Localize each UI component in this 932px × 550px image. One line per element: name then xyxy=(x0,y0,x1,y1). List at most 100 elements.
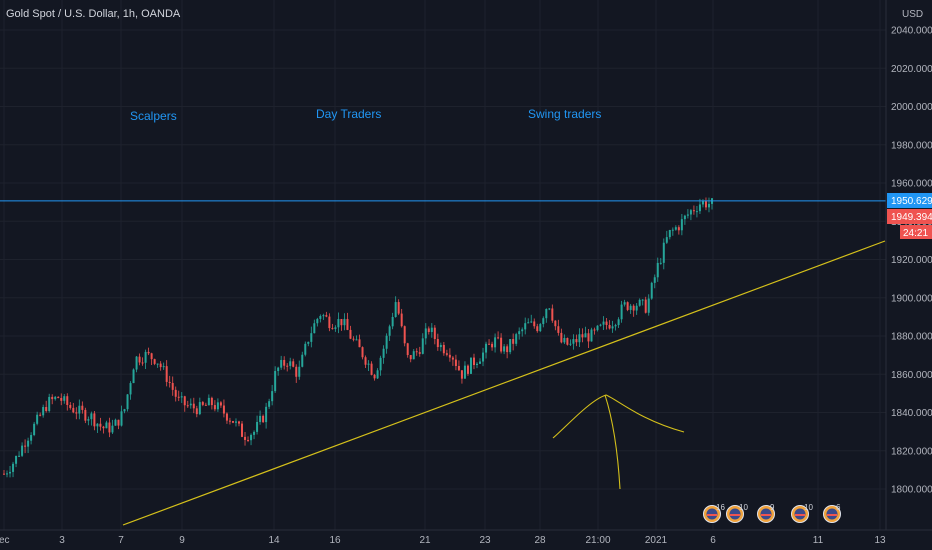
candle-body xyxy=(617,319,620,326)
time-tick-label: 21 xyxy=(419,535,431,546)
candle-body xyxy=(87,419,90,421)
candle-body xyxy=(400,313,403,327)
candle-body xyxy=(454,359,457,367)
flag-stripe-icon xyxy=(730,514,740,516)
chart-title: Gold Spot / U.S. Dollar, 1h, OANDA xyxy=(6,8,181,20)
candle-body xyxy=(412,351,415,360)
candle-body xyxy=(262,415,265,423)
candle-body xyxy=(126,394,129,410)
candle-body xyxy=(234,421,237,423)
candle-body xyxy=(286,365,289,367)
candle-body xyxy=(247,439,250,441)
candle-body xyxy=(15,455,18,464)
candle-body xyxy=(602,321,605,325)
countdown-label: 24:21 xyxy=(903,228,928,239)
ascending-trendline[interactable] xyxy=(122,240,886,526)
candle-body xyxy=(460,370,463,379)
time-axis[interactable]: ec 3 7 9 14 16 21 23 28 21:00 2021 6 11 13 xyxy=(0,535,886,546)
candle-body xyxy=(66,396,69,405)
time-tick-label: 23 xyxy=(479,535,491,546)
candle-body xyxy=(427,328,430,332)
candle-body xyxy=(99,423,102,427)
candle-body xyxy=(665,237,668,243)
annotation-scalpers: Scalpers xyxy=(130,109,177,123)
candle-body xyxy=(63,396,66,401)
candle-body xyxy=(698,204,701,212)
price-tick-label: 1960.000 xyxy=(891,179,932,190)
event-count-label: 10 xyxy=(739,503,748,512)
candle-body xyxy=(174,389,177,397)
event-count-label: 6 xyxy=(836,503,841,512)
candle-body xyxy=(472,357,475,366)
last-price-label: 1949.394 xyxy=(891,212,932,223)
candle-body xyxy=(376,370,379,379)
candle-body xyxy=(307,341,310,344)
candle-body xyxy=(313,323,316,334)
candle-body xyxy=(183,396,186,406)
flag-stripe-icon xyxy=(827,514,837,516)
price-tick-label: 1800.000 xyxy=(891,485,932,496)
candle-body xyxy=(424,328,427,339)
candle-body xyxy=(653,277,656,283)
candle-body xyxy=(656,262,659,278)
candle-body xyxy=(536,326,539,332)
time-tick-label: 11 xyxy=(813,535,824,546)
candle-body xyxy=(542,318,545,325)
candle-body xyxy=(108,422,111,433)
candle-body xyxy=(280,359,283,368)
flag-stripe-icon xyxy=(707,514,717,516)
candle-body xyxy=(241,423,244,437)
candle-body xyxy=(611,326,614,329)
candle-body xyxy=(192,403,195,409)
time-tick-label: 14 xyxy=(268,535,280,546)
candle-body xyxy=(469,357,472,374)
candle-body xyxy=(373,374,376,379)
candle-body xyxy=(409,355,412,360)
price-tick-label: 1920.000 xyxy=(891,255,932,266)
candle-body xyxy=(54,396,57,400)
candle-body xyxy=(322,315,325,317)
candle-body xyxy=(578,334,581,343)
candle-body xyxy=(644,299,647,313)
candle-body xyxy=(21,445,24,456)
candle-body xyxy=(69,404,72,408)
candle-body xyxy=(524,323,527,330)
candlestick-series xyxy=(3,197,713,478)
candle-body xyxy=(159,363,162,368)
price-tick-label: 2020.000 xyxy=(891,64,932,75)
candle-body xyxy=(57,396,60,398)
candle-body xyxy=(551,308,554,321)
candle-body xyxy=(265,406,268,423)
candle-body xyxy=(42,407,45,416)
candle-body xyxy=(358,339,361,348)
candle-body xyxy=(491,343,494,348)
candle-body xyxy=(442,344,445,354)
candle-body xyxy=(132,369,135,384)
candle-body xyxy=(301,354,304,367)
candle-body xyxy=(105,422,108,429)
event-count-label: 10 xyxy=(804,503,813,512)
candle-body xyxy=(527,322,530,324)
candle-body xyxy=(385,335,388,349)
candle-body xyxy=(557,326,560,333)
candle-body xyxy=(479,361,482,364)
time-tick-label: 21:00 xyxy=(585,535,610,546)
price-axis[interactable]: 2040.000 2020.000 2000.000 1980.000 1960.000… xyxy=(891,26,932,496)
candle-body xyxy=(686,214,689,216)
candle-body xyxy=(138,356,141,363)
candle-body xyxy=(587,333,590,342)
candle-body xyxy=(39,414,42,416)
candle-body xyxy=(201,402,204,405)
candle-body xyxy=(84,409,87,421)
candle-body xyxy=(599,324,602,326)
candle-body xyxy=(485,343,488,353)
candle-body xyxy=(72,407,75,413)
candle-body xyxy=(545,309,548,319)
candle-body xyxy=(153,359,156,364)
candle-body xyxy=(488,343,491,345)
candle-body xyxy=(500,337,503,352)
candle-body xyxy=(198,402,201,415)
candle-body xyxy=(256,421,259,432)
